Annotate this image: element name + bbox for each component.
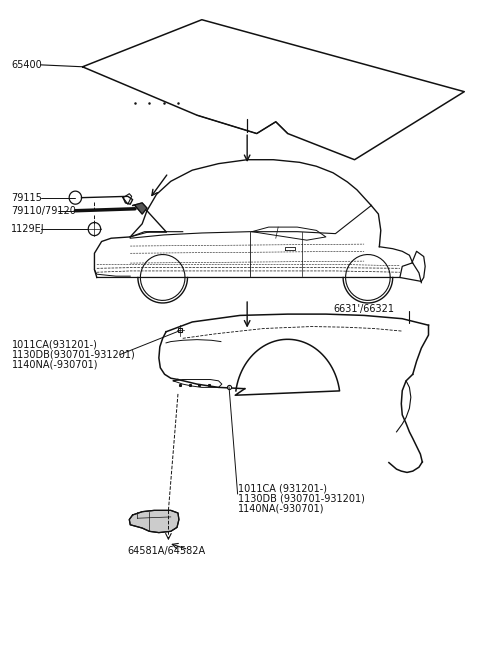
Text: 1129EJ: 1129EJ xyxy=(11,224,45,234)
Text: 65400: 65400 xyxy=(11,60,42,70)
Text: 1140NA(-930701): 1140NA(-930701) xyxy=(12,359,98,369)
Polygon shape xyxy=(132,203,147,214)
Text: 6631'/66321: 6631'/66321 xyxy=(333,304,394,314)
Text: 1140NA(-930701): 1140NA(-930701) xyxy=(238,503,324,513)
Text: 1130DB (930701-931201): 1130DB (930701-931201) xyxy=(238,493,364,504)
Text: 1011CA(931201-): 1011CA(931201-) xyxy=(12,340,98,350)
Text: 64581A/64582A: 64581A/64582A xyxy=(128,546,206,556)
Text: 1011CA (931201-): 1011CA (931201-) xyxy=(238,484,326,494)
Text: 79110/79120: 79110/79120 xyxy=(11,206,76,215)
Text: 1130DB(930701-931201): 1130DB(930701-931201) xyxy=(12,350,136,359)
Text: 79115: 79115 xyxy=(11,193,42,202)
Polygon shape xyxy=(129,510,179,533)
